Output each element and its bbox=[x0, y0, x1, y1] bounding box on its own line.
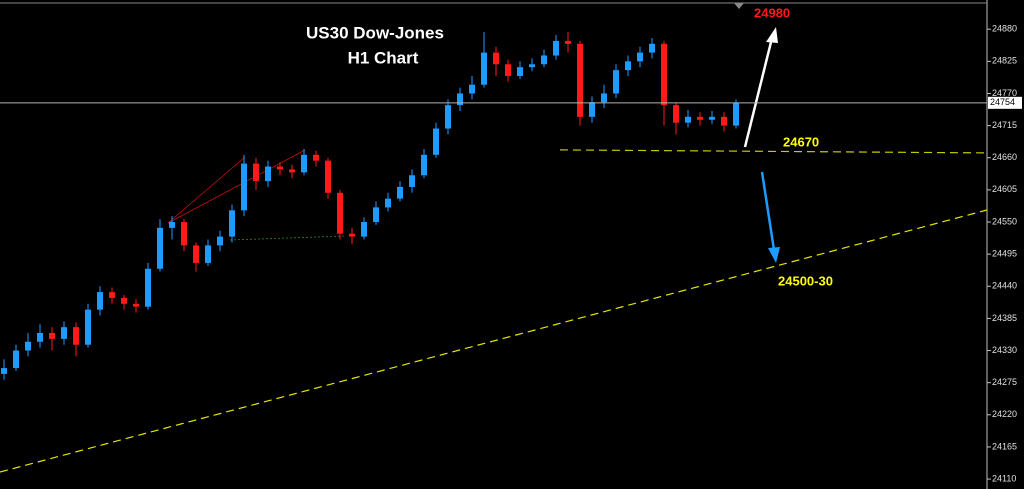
candle-body bbox=[373, 207, 379, 223]
candle-body bbox=[481, 52, 487, 85]
candle-body bbox=[493, 52, 499, 65]
arrow-head bbox=[766, 27, 778, 43]
y-tick-label: 24330 bbox=[992, 345, 1017, 355]
y-tick-label: 24440 bbox=[992, 281, 1017, 291]
candle-body bbox=[289, 169, 295, 173]
candle-body bbox=[241, 163, 247, 211]
candle-body bbox=[385, 198, 391, 208]
candle-body bbox=[577, 43, 583, 117]
y-tick-label: 24385 bbox=[992, 313, 1017, 323]
candle-body bbox=[25, 341, 31, 351]
candle-body bbox=[109, 292, 115, 298]
candle-body bbox=[673, 105, 679, 123]
y-tick-label: 24825 bbox=[992, 56, 1017, 66]
candle-body bbox=[565, 40, 571, 44]
candle-body bbox=[97, 292, 103, 310]
candle-body bbox=[733, 102, 739, 126]
candle-body bbox=[397, 186, 403, 199]
drawing-line bbox=[229, 235, 346, 241]
candle-body bbox=[661, 43, 667, 106]
candle-body bbox=[505, 64, 511, 76]
arrow-up bbox=[743, 37, 774, 148]
candle-body bbox=[457, 93, 463, 106]
y-tick-label: 24275 bbox=[992, 377, 1017, 387]
y-tick-label: 24660 bbox=[992, 152, 1017, 162]
support-line bbox=[559, 149, 988, 154]
candle-body bbox=[193, 245, 199, 263]
marker bbox=[734, 3, 744, 9]
y-tick-label: 24110 bbox=[992, 473, 1016, 483]
candle-body bbox=[277, 166, 283, 170]
candle-body bbox=[73, 327, 79, 345]
drawing-line bbox=[167, 149, 306, 224]
candle-body bbox=[313, 154, 319, 161]
last-price-box bbox=[988, 96, 1022, 109]
y-tick-label: 24605 bbox=[992, 184, 1017, 194]
candle-body bbox=[709, 116, 715, 120]
candle-body bbox=[529, 64, 535, 68]
candle-body bbox=[649, 43, 655, 53]
target-label: 24980 bbox=[754, 5, 790, 20]
candle-body bbox=[589, 102, 595, 117]
arrow-head bbox=[768, 247, 780, 263]
candle-body bbox=[625, 61, 631, 71]
candle-body bbox=[37, 333, 43, 342]
candle-body bbox=[253, 163, 259, 182]
candle-body bbox=[433, 128, 439, 155]
candle-body bbox=[553, 40, 559, 56]
y-tick-label: 24715 bbox=[992, 120, 1017, 130]
candle-body bbox=[337, 192, 343, 234]
y-tick-label: 24220 bbox=[992, 409, 1017, 419]
candle-body bbox=[325, 160, 331, 193]
candle-body bbox=[133, 303, 139, 307]
target-range-label: 24500-30 bbox=[778, 273, 833, 288]
candle-body bbox=[1, 368, 7, 374]
candle-body bbox=[445, 105, 451, 129]
candle-body bbox=[409, 175, 415, 187]
y-tick-label: 24770 bbox=[992, 88, 1017, 98]
y-tick-label: 24165 bbox=[992, 441, 1017, 451]
candle-body bbox=[229, 210, 235, 237]
chart-subtitle: H1 Chart bbox=[348, 48, 419, 67]
candle-body bbox=[13, 350, 19, 369]
candle-body bbox=[49, 333, 55, 339]
candle-body bbox=[181, 222, 187, 246]
candle-body bbox=[301, 154, 307, 173]
candle-body bbox=[469, 84, 475, 94]
candle-body bbox=[613, 70, 619, 94]
support-label: 24670 bbox=[783, 134, 819, 149]
candle-body bbox=[697, 116, 703, 120]
y-tick-label: 24550 bbox=[992, 216, 1017, 226]
trend-line bbox=[0, 209, 988, 473]
chart-title: US30 Dow-Jones bbox=[306, 23, 444, 42]
candle-body bbox=[721, 116, 727, 126]
candle-body bbox=[217, 236, 223, 246]
candle-body bbox=[601, 93, 607, 103]
last-price-label: 24754 bbox=[990, 97, 1015, 107]
candle-body bbox=[157, 227, 163, 269]
y-tick-label: 24495 bbox=[992, 249, 1017, 259]
candle-body bbox=[517, 67, 523, 76]
candle-body bbox=[121, 297, 127, 304]
candle-body bbox=[361, 222, 367, 237]
y-tick-label: 24880 bbox=[992, 24, 1017, 34]
candle-body bbox=[85, 309, 91, 345]
candle-body bbox=[421, 154, 427, 176]
drawing-line bbox=[167, 156, 246, 224]
candle-body bbox=[145, 268, 151, 307]
candle-body bbox=[349, 233, 355, 237]
candle-body bbox=[541, 55, 547, 65]
arrow-down bbox=[760, 171, 776, 251]
candle-body bbox=[61, 327, 67, 339]
candle-body bbox=[205, 245, 211, 263]
candle-body bbox=[685, 116, 691, 123]
candle-body bbox=[169, 222, 175, 228]
candle-body bbox=[265, 166, 271, 182]
candle-body bbox=[637, 52, 643, 62]
